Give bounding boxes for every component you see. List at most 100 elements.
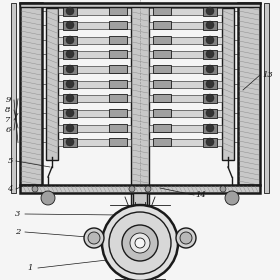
- Circle shape: [206, 21, 214, 29]
- Circle shape: [130, 233, 150, 253]
- Circle shape: [66, 7, 74, 15]
- Circle shape: [206, 80, 214, 88]
- Bar: [58, 139, 131, 146]
- Bar: [153, 124, 171, 132]
- Bar: [238, 3, 260, 185]
- Bar: [153, 21, 171, 29]
- Bar: [109, 80, 127, 88]
- Bar: [136, 215, 144, 225]
- Text: 5: 5: [7, 157, 13, 165]
- Bar: [203, 36, 217, 45]
- Circle shape: [66, 80, 74, 88]
- Circle shape: [206, 109, 214, 117]
- Circle shape: [206, 7, 214, 15]
- Wedge shape: [140, 243, 156, 255]
- Bar: [203, 109, 217, 118]
- Bar: [149, 139, 222, 146]
- Text: 7: 7: [5, 116, 11, 124]
- Bar: [153, 65, 171, 73]
- Bar: [203, 138, 217, 147]
- Circle shape: [66, 124, 74, 132]
- Bar: [133, 193, 147, 213]
- Text: 13: 13: [262, 71, 273, 79]
- Bar: [63, 109, 77, 118]
- Circle shape: [66, 50, 74, 58]
- Circle shape: [66, 21, 74, 29]
- Bar: [153, 50, 171, 58]
- Bar: [153, 109, 171, 117]
- Wedge shape: [140, 231, 156, 243]
- Circle shape: [66, 94, 74, 102]
- Wedge shape: [124, 243, 140, 255]
- Circle shape: [66, 36, 74, 44]
- Bar: [63, 50, 77, 59]
- Bar: [149, 81, 222, 88]
- Wedge shape: [124, 231, 140, 243]
- Bar: [153, 94, 171, 102]
- Bar: [135, 279, 145, 280]
- Text: 1: 1: [27, 264, 33, 272]
- Bar: [203, 80, 217, 89]
- Bar: [63, 94, 77, 103]
- Bar: [155, 279, 165, 280]
- Bar: [153, 36, 171, 44]
- Bar: [63, 65, 77, 74]
- Circle shape: [122, 225, 158, 261]
- Circle shape: [66, 138, 74, 146]
- Text: A–A: A–A: [132, 214, 148, 222]
- Bar: [58, 22, 131, 29]
- Text: 9: 9: [5, 96, 11, 104]
- Bar: [203, 65, 217, 74]
- Circle shape: [176, 228, 196, 248]
- Circle shape: [41, 191, 55, 205]
- Circle shape: [32, 186, 38, 192]
- Bar: [149, 66, 222, 73]
- Bar: [153, 80, 171, 88]
- Bar: [63, 138, 77, 147]
- Bar: [11, 3, 16, 193]
- Bar: [109, 36, 127, 44]
- Bar: [20, 3, 42, 185]
- Bar: [58, 95, 131, 102]
- Circle shape: [135, 238, 145, 248]
- Bar: [149, 51, 222, 58]
- Circle shape: [129, 186, 135, 192]
- Circle shape: [66, 65, 74, 73]
- Bar: [115, 279, 125, 280]
- Bar: [132, 225, 148, 231]
- Bar: [149, 125, 222, 132]
- Circle shape: [206, 94, 214, 102]
- Bar: [203, 94, 217, 103]
- Circle shape: [88, 232, 100, 244]
- Circle shape: [206, 138, 214, 146]
- Text: 4: 4: [7, 185, 13, 193]
- Circle shape: [206, 50, 214, 58]
- Bar: [109, 109, 127, 117]
- Text: 14: 14: [195, 191, 206, 199]
- Circle shape: [84, 228, 104, 248]
- Bar: [63, 7, 77, 16]
- Bar: [203, 7, 217, 16]
- Bar: [58, 37, 131, 44]
- Circle shape: [220, 186, 226, 192]
- Bar: [149, 8, 222, 15]
- Text: 6: 6: [5, 126, 11, 134]
- Bar: [131, 3, 149, 205]
- Bar: [63, 124, 77, 133]
- Bar: [203, 124, 217, 133]
- Bar: [153, 7, 171, 15]
- Bar: [58, 8, 131, 15]
- Bar: [203, 21, 217, 30]
- Bar: [58, 125, 131, 132]
- Bar: [149, 37, 222, 44]
- Bar: [63, 80, 77, 89]
- Circle shape: [109, 212, 171, 274]
- Text: 8: 8: [5, 106, 11, 114]
- Bar: [264, 3, 269, 193]
- Circle shape: [225, 191, 239, 205]
- Bar: [46, 8, 58, 160]
- Circle shape: [145, 186, 151, 192]
- Circle shape: [102, 205, 178, 280]
- Bar: [222, 8, 234, 160]
- Bar: [149, 22, 222, 29]
